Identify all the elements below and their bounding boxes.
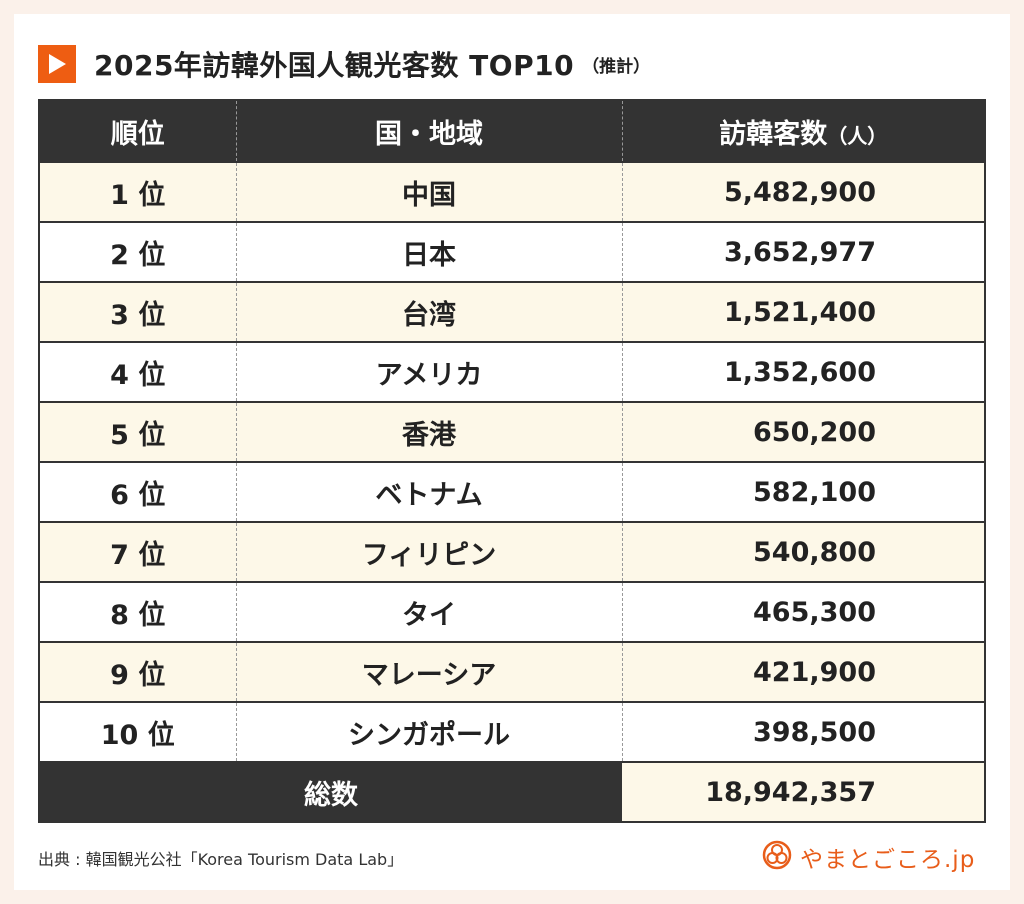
table-row: 9 位マレーシア 421,900 (39, 641, 985, 702)
table-header-row: 順位 国・地域 訪韓客数（人） (39, 100, 985, 162)
source-note: 出典 : 韓国観光公社「Korea Tourism Data Lab」 (38, 850, 404, 869)
table-row: 2 位日本 3,652,977 (39, 221, 985, 282)
region-cell: アメリカ (236, 341, 623, 402)
table-row: 5 位香港 650,200 (39, 401, 985, 462)
visitors-cell: 1,352,600 (622, 341, 985, 402)
visitors-cell: 582,100 (622, 461, 985, 522)
visitors-cell: 465,300 (622, 581, 985, 642)
ranking-table: 順位 国・地域 訪韓客数（人） 1 位中国 5,482,900 2 位日本 3,652… (38, 99, 986, 823)
table-row: 8 位タイ 465,300 (39, 581, 985, 642)
total-value: 18,942,357 (622, 761, 985, 822)
visitors-cell: 540,800 (622, 521, 985, 582)
header-region: 国・地域 (236, 100, 623, 162)
rank-cell: 8 位 (39, 581, 237, 642)
region-cell: タイ (236, 581, 623, 642)
visitors-cell: 1,521,400 (622, 281, 985, 342)
title-bar: 2025年訪韓外国人観光客数 TOP10 （推計） (38, 44, 650, 84)
region-cell: 中国 (236, 161, 623, 222)
visitors-cell: 5,482,900 (622, 161, 985, 222)
header-visitors-unit: （人） (827, 123, 888, 148)
yamatogokoro-logo-icon (762, 840, 792, 874)
table-row: 6 位ベトナム 582,100 (39, 461, 985, 522)
region-cell: マレーシア (236, 641, 623, 702)
rank-cell: 1 位 (39, 161, 237, 222)
rank-cell: 4 位 (39, 341, 237, 402)
brand-logo: やまとごころ.jp (762, 840, 975, 874)
rank-cell: 5 位 (39, 401, 237, 462)
table-row: 1 位中国 5,482,900 (39, 161, 985, 222)
page-title: 2025年訪韓外国人観光客数 TOP10 (94, 49, 575, 82)
rank-cell: 7 位 (39, 521, 237, 582)
visitors-cell: 3,652,977 (622, 221, 985, 282)
region-cell: 日本 (236, 221, 623, 282)
header-rank: 順位 (39, 100, 237, 162)
table-row: 7 位フィリピン 540,800 (39, 521, 985, 582)
visitors-cell: 398,500 (622, 701, 985, 762)
total-label: 総数 (39, 761, 622, 822)
region-cell: ベトナム (236, 461, 623, 522)
table-row: 4 位アメリカ 1,352,600 (39, 341, 985, 402)
play-triangle-icon (38, 45, 76, 83)
total-row: 総数 18,942,357 (39, 761, 985, 822)
page-title-note: （推計） (582, 56, 651, 77)
region-cell: フィリピン (236, 521, 623, 582)
rank-cell: 6 位 (39, 461, 237, 522)
header-visitors: 訪韓客数（人） (622, 100, 985, 162)
region-cell: シンガポール (236, 701, 623, 762)
header-visitors-label: 訪韓客数 (719, 118, 828, 150)
visitors-cell: 421,900 (622, 641, 985, 702)
table-row: 10 位シンガポール 398,500 (39, 701, 985, 762)
brand-name: やまとごころ.jp (800, 847, 976, 873)
region-cell: 香港 (236, 401, 623, 462)
rank-cell: 3 位 (39, 281, 237, 342)
rank-cell: 2 位 (39, 221, 237, 282)
rank-cell: 9 位 (39, 641, 237, 702)
region-cell: 台湾 (236, 281, 623, 342)
rank-cell: 10 位 (39, 701, 237, 762)
visitors-cell: 650,200 (622, 401, 985, 462)
table-row: 3 位台湾 1,521,400 (39, 281, 985, 342)
